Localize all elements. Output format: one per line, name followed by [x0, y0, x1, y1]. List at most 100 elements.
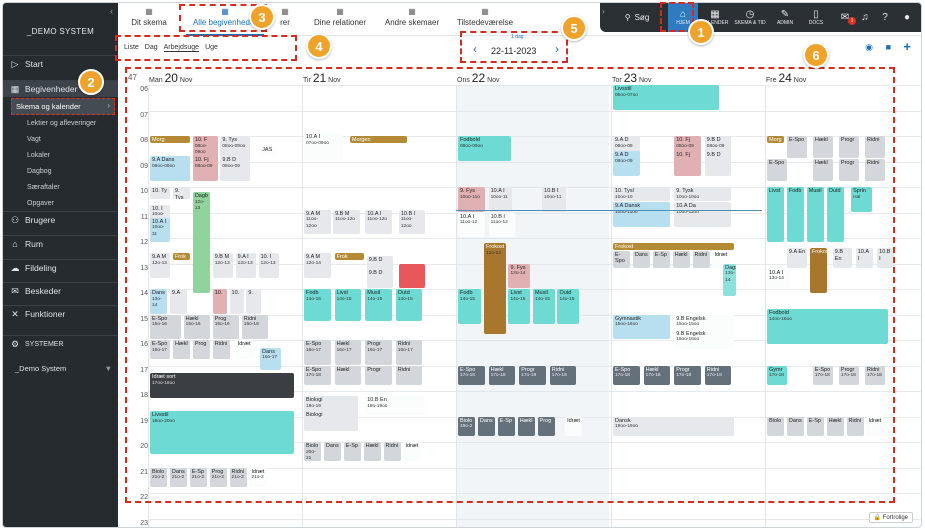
calendar-event[interactable]: Ridni	[395, 365, 423, 385]
calendar-event[interactable]: E-Spo 17o-18	[613, 365, 640, 385]
calendar-event[interactable]: Morg	[767, 136, 785, 143]
calendar-event[interactable]: 9.A M 12o-13	[150, 253, 171, 278]
calendar-event[interactable]: Livst 14o-15	[508, 289, 531, 324]
calendar-event[interactable]: Idræt sort 17oo-18oo	[150, 373, 295, 398]
calendar-event[interactable]: Hækl	[334, 365, 362, 385]
calendar-event[interactable]: Frokost 12o-13	[484, 243, 506, 334]
calendar-event[interactable]: 9.A	[169, 289, 188, 314]
next-date-icon[interactable]: ›	[555, 42, 559, 56]
calendar-event[interactable]: Hækl	[172, 340, 191, 360]
calendar-event[interactable]: Progr	[838, 158, 860, 181]
calendar-event[interactable]: 10. Tysl 10oo-10	[613, 187, 671, 202]
calendar-event[interactable]: Biolo	[767, 416, 785, 436]
calendar-event[interactable]: 9.A M 11oo-12oo	[304, 209, 331, 235]
day-header[interactable]: Ons 22 Nov	[457, 71, 500, 85]
nav-admin[interactable]: ✎ ADMIN	[776, 9, 794, 26]
calendar-event[interactable]: Ridni	[864, 158, 886, 181]
calendar-event[interactable]: E-Spo	[613, 250, 631, 268]
calendar-event[interactable]: 10.A I 07oo-09oo	[304, 133, 343, 161]
sidebar-subitem-tasks[interactable]: Opgaver	[27, 200, 54, 207]
calendar-event[interactable]: Fodb 14o-15	[304, 289, 331, 322]
calendar-event[interactable]: Dans	[632, 250, 651, 268]
calendar-event[interactable]: 9. Fys 13o-14	[508, 263, 531, 288]
calendar-event[interactable]: JAS	[260, 146, 275, 156]
calendar-event[interactable]: Idræt	[866, 416, 884, 436]
sidebar-subitem-agreements[interactable]: Særaftaler	[27, 184, 60, 191]
calendar-event[interactable]: Morgen	[349, 136, 408, 143]
calendar-event[interactable]: Ridni 17o-18	[864, 365, 886, 385]
calendar-event[interactable]: 10.A I	[855, 248, 874, 268]
calendar-event[interactable]: 9.B En	[832, 248, 852, 268]
calendar-event[interactable]: 10.B I 10oo-11	[542, 187, 566, 212]
sidebar-subitem-schedule[interactable]: Skema og kalender ›	[11, 98, 115, 115]
current-date[interactable]: 22-11-2023	[491, 46, 537, 56]
calendar-event[interactable]: Dans 13o-14	[150, 289, 168, 314]
calendar-event[interactable]: 10. Fj	[674, 151, 701, 176]
calendar-event[interactable]: 9.A M 12o-14	[304, 253, 331, 278]
tab-teachers[interactable]: ▦ rer	[280, 7, 290, 27]
calendar-event[interactable]: Ridni 17o-18	[704, 365, 732, 385]
calendar-event[interactable]: 10.B I	[877, 248, 895, 268]
calendar-event[interactable]: E-Sp	[806, 416, 825, 436]
calendar-event[interactable]: Fodbold 08oo-09oo	[458, 136, 511, 161]
calendar-event[interactable]: 9.B D 08oo-09	[220, 156, 250, 181]
calendar-event[interactable]: Frok	[334, 253, 365, 261]
day-header[interactable]: Man 20 Nov	[149, 71, 193, 85]
tab-attendance[interactable]: ▦ Tilstedeværelse	[456, 7, 514, 27]
sidebar-subitem-watch[interactable]: Vagt	[27, 136, 41, 143]
system-selector[interactable]: _Demo System ▼	[15, 364, 112, 373]
calendar-event[interactable]: Ridni	[383, 442, 401, 462]
print-icon[interactable]: ■	[885, 42, 891, 52]
calendar-event[interactable]: Progr	[365, 365, 392, 385]
calendar-event[interactable]: Idræt	[235, 340, 254, 360]
day-header[interactable]: Tir 21 Nov	[303, 71, 341, 85]
calendar-event[interactable]: Frokos	[809, 248, 828, 294]
calendar-event[interactable]: Dagb 12o-13	[192, 192, 211, 294]
calendar-event[interactable]: Morg	[150, 136, 191, 143]
calendar-event[interactable]: E-Sp	[343, 442, 362, 462]
calendar-event[interactable]: Idræt	[403, 442, 421, 462]
calendar-event[interactable]: Sprin Hal	[851, 187, 872, 212]
nav-docs[interactable]: ▯ DOCS	[808, 9, 824, 26]
calendar-event[interactable]: Fodbold 14oo-16oo	[767, 309, 889, 345]
calendar-event[interactable]: 10.B I 11oo-12oo	[398, 209, 426, 235]
calendar-event[interactable]: 10.A I 10oo-11	[488, 187, 513, 212]
calendar-event[interactable]: 9.A D 08oo-09	[613, 151, 640, 176]
day-header[interactable]: Tor 23 Nov	[612, 71, 652, 85]
calendar-event[interactable]: Hækl	[812, 136, 834, 158]
calendar-event[interactable]: Gymr 17o-18	[767, 365, 788, 385]
calendar-event[interactable]: 9.B M 12o-13	[212, 253, 234, 278]
confidential-badge[interactable]: 🔒 Fortrolige	[868, 512, 913, 523]
calendar-event[interactable]: Prog 21o-2	[209, 467, 228, 487]
calendar-event[interactable]: E-Sp 21o-2	[189, 467, 208, 487]
calendar-event[interactable]: 9.A Dansk 10oo-11oo	[613, 202, 671, 227]
calendar-event[interactable]: Ridni	[692, 250, 710, 268]
add-event-icon[interactable]: +	[903, 39, 911, 54]
tab-relations[interactable]: ▦ Dine relationer	[313, 7, 367, 27]
calendar-event[interactable]: E-Spo 15o-16	[150, 314, 182, 339]
calendar-event[interactable]: Progr 16o-17	[365, 340, 392, 365]
calendar-event[interactable]: E-Sp	[497, 416, 516, 436]
chevron-left-icon[interactable]: ›	[602, 7, 605, 16]
mail-button[interactable]: ✉	[836, 3, 854, 32]
calendar-event[interactable]: 10.	[212, 289, 228, 314]
calendar-event[interactable]: Idræt	[565, 416, 583, 436]
view-week[interactable]: Uge	[205, 44, 218, 51]
calendar-event[interactable]: Outd 14o-15	[557, 289, 580, 324]
calendar-event[interactable]: E-Sp	[652, 250, 671, 268]
calendar-event[interactable]: 9.B M 11oo-12o	[333, 209, 360, 235]
calendar-event[interactable]: E-Spo 17o-18	[304, 365, 331, 385]
calendar-event[interactable]: Musil 14o-15	[532, 289, 555, 324]
profile-button[interactable]: ●	[896, 3, 918, 32]
calendar-event[interactable]: E-Spo 17o-18	[458, 365, 485, 385]
tab-my-schedule[interactable]: ▦ Dit skema	[131, 7, 167, 27]
calendar-event[interactable]: 10.A Da 10oo-11oo	[674, 202, 732, 227]
sidebar-item-start[interactable]: ▷ Start	[3, 55, 118, 72]
date-step-label[interactable]: 1 dag	[511, 34, 524, 40]
calendar-event[interactable]: Fodb	[786, 187, 805, 243]
calendar-event[interactable]: Outd	[826, 187, 845, 243]
view-list[interactable]: Liste	[124, 44, 139, 51]
calendar-event[interactable]: E-Spo 17o-18	[812, 365, 834, 385]
calendar-event[interactable]: Dans 16o-17	[260, 347, 281, 370]
calendar-event[interactable]: Dansk 19oo-19oo	[613, 416, 735, 436]
